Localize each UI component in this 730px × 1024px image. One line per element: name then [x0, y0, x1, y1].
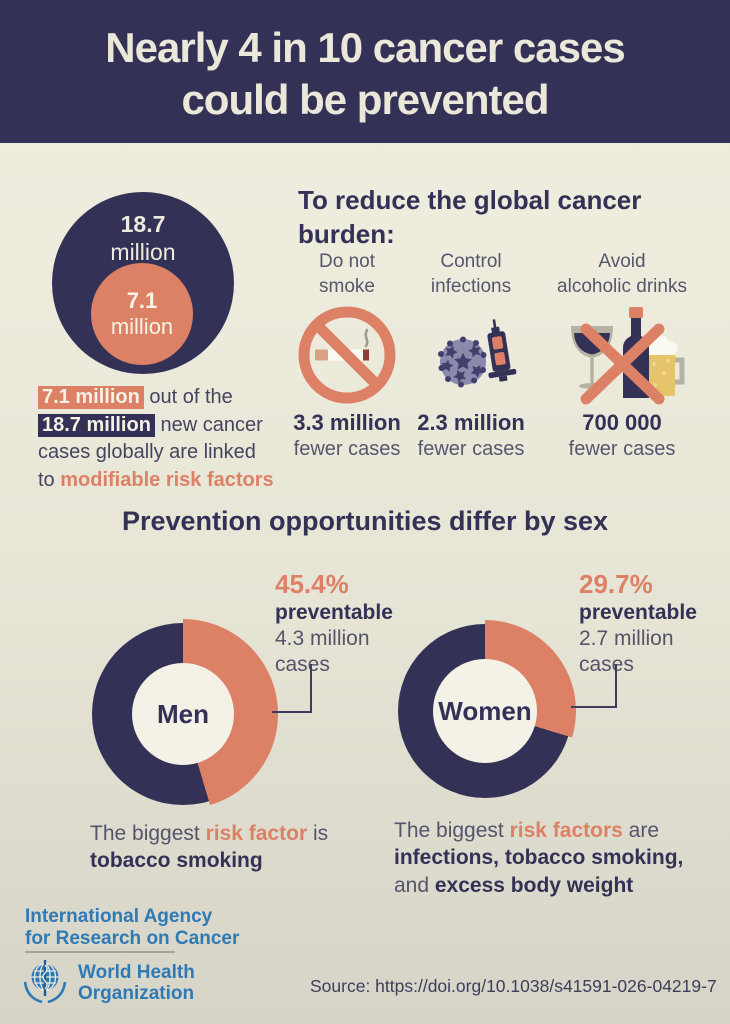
women-callout: 29.7% preventable 2.7 million cases [579, 569, 709, 678]
women-risk-factors-caption: The biggest risk factors are infections,… [394, 817, 704, 899]
paragraph-line1: 7.1 million out of the [38, 384, 298, 412]
modifiable-risk-paragraph: 7.1 million out of the 18.7 million new … [38, 384, 298, 494]
men-risk-factor-emphasis: risk factor [205, 822, 308, 845]
burden-item-infections-label: Control infections [408, 250, 534, 302]
men-callout-line-vertical [310, 664, 312, 713]
caption-text: is [307, 822, 329, 845]
syringe-icon [487, 319, 517, 382]
label-line: Do not [319, 251, 375, 272]
cross-out-x-icon [580, 323, 665, 405]
men-donut-hole: Men [132, 663, 234, 765]
women-donut-hole: Women [433, 659, 537, 763]
burden-item-alcohol-caption: fewer cases [568, 438, 676, 460]
men-preventable-word: preventable [275, 600, 393, 624]
caption-text: are [622, 819, 659, 842]
women-callout-line-vertical [615, 664, 617, 708]
paragraph-line4: to modifiable risk factors [38, 467, 298, 495]
source-citation: Source: https://doi.org/10.1038/s41591-0… [310, 976, 717, 996]
burden-item-infections: Control infections [408, 250, 534, 461]
preventable-cases-value: 7.1 [126, 287, 158, 313]
burden-item-alcohol-value: 700 000 [582, 410, 662, 435]
label-line: smoke [319, 275, 375, 297]
burden-item-infections-value: 2.3 million [417, 410, 525, 435]
women-cases-line2: cases [579, 652, 634, 676]
virus-and-syringe-icon [438, 319, 517, 388]
men-caption-line2: tobacco smoking [90, 849, 263, 873]
women-caption-line2: infections, tobacco smoking, [394, 846, 684, 870]
iarc-logo-text: International Agency for Research on Can… [25, 906, 239, 950]
men-caption-line1: The biggest risk factor is [90, 820, 370, 847]
paragraph-line2: 18.7 million new cancer [38, 412, 298, 440]
modifiable-risk-factors-emphasis: modifiable risk factors [60, 468, 274, 491]
burden-item-alcohol-label: Avoid alcoholic drinks [548, 250, 696, 302]
total-cases-label: 18.7 million [52, 210, 234, 266]
men-callout: 45.4% preventable 4.3 million cases [275, 569, 405, 678]
icon-wrap [288, 302, 406, 408]
caption-text: and [394, 873, 435, 897]
virus-icon [438, 336, 487, 388]
women-preventable-pct: 29.7% [579, 569, 653, 599]
burden-item-smoking-caption: fewer cases [293, 438, 401, 460]
total-cases-value: 18.7 [120, 211, 166, 237]
label-line: alcoholic drinks [557, 275, 687, 297]
men-cases-line1: 4.3 million [275, 626, 370, 650]
men-preventable-pct: 45.4% [275, 569, 349, 599]
women-cases-line1: 2.7 million [579, 626, 674, 650]
paragraph-line4-pre: to [38, 468, 61, 491]
total-cases-unit: million [110, 239, 176, 266]
burden-item-smoking: Do not smoke 3.3 million fewer cases [288, 250, 406, 461]
women-preventable-word: preventable [579, 600, 697, 624]
paragraph-line1-rest: out of the [143, 386, 233, 408]
burden-item-alcohol: Avoid alcoholic drinks [548, 250, 696, 461]
burden-title-line1: To reduce the global cancer [298, 185, 642, 215]
preventable-cases-circle: 7.1 million [91, 263, 193, 365]
burden-item-smoking-label: Do not smoke [288, 250, 406, 302]
who-logo-text: World Health Organization [78, 962, 195, 1005]
men-cases-line2: cases [275, 652, 330, 676]
no-smoking-icon [298, 306, 396, 404]
burden-item-smoking-value: 3.3 million [293, 410, 401, 435]
page-title-line2: could be prevented [181, 75, 549, 123]
icon-wrap [548, 302, 696, 408]
icon-wrap [408, 302, 534, 408]
paragraph-line3: cases globally are linked [38, 441, 256, 464]
women-callout-line-horizontal [571, 706, 615, 708]
women-caption-line3: and excess body weight [394, 872, 704, 899]
women-caption-line1: The biggest risk factors are [394, 817, 704, 844]
who-line1: World Health [78, 962, 195, 983]
no-alcohol-icon [571, 307, 685, 405]
who-line2: Organization [78, 983, 195, 1005]
men-donut-label: Men [157, 698, 209, 729]
highlight-7-1-million: 7.1 million [38, 386, 144, 409]
header-banner: Nearly 4 in 10 cancer cases could be pre… [0, 0, 730, 143]
women-donut-chart: Women [394, 620, 576, 802]
who-logo [23, 960, 67, 1004]
preventable-cases-label: 7.1 million [111, 288, 173, 341]
burden-title-line2: burden: [298, 218, 395, 249]
prevention-section-title: Prevention opportunities differ by sex [121, 506, 609, 536]
highlight-18-7-million: 18.7 million [38, 413, 155, 437]
preventable-cases-unit: million [110, 314, 174, 339]
iarc-line1: International Agency [25, 906, 213, 927]
men-risk-factor-caption: The biggest risk factor is tobacco smoki… [90, 820, 370, 875]
iarc-line2: for Research on Cancer [25, 927, 240, 949]
burden-item-infections-caption: fewer cases [417, 438, 525, 460]
paragraph-line2-rest: new cancer [154, 413, 263, 436]
footer-divider [25, 951, 175, 953]
caption-text: The biggest [90, 822, 206, 845]
page-title-line1: Nearly 4 in 10 cancer cases [105, 24, 625, 71]
label-line: infections [430, 275, 512, 297]
caption-text: The biggest [394, 819, 510, 842]
women-excess-weight-bold: excess body weight [434, 873, 634, 897]
women-donut-label: Women [438, 695, 532, 726]
label-line: Control [440, 251, 502, 272]
label-line: Avoid [598, 251, 646, 272]
page-title: Nearly 4 in 10 cancer cases could be pre… [0, 22, 730, 125]
men-callout-line-horizontal [272, 711, 312, 713]
women-risk-factors-emphasis: risk factors [509, 819, 623, 842]
men-donut-chart: Men [88, 619, 278, 809]
burden-section-title: To reduce the global cancer burden: [298, 184, 708, 252]
